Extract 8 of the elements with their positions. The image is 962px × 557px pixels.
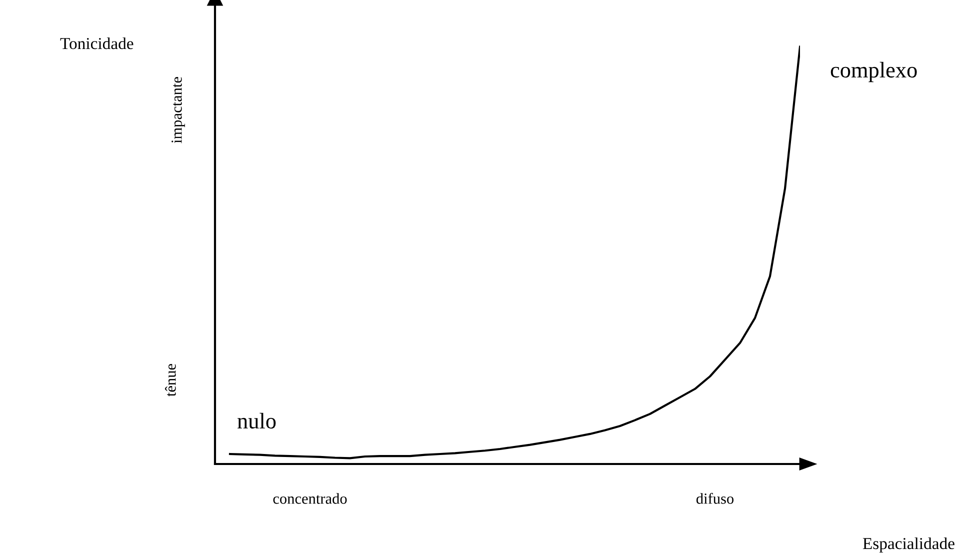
text: impactante: [172, 77, 185, 144]
text: Espacialidade: [862, 537, 954, 553]
text: complexo: [830, 62, 917, 82]
text: Tonicidade: [60, 37, 134, 50]
annotation: nulo: [238, 412, 276, 429]
text: tênue: [165, 364, 176, 396]
text: concentrado: [273, 493, 347, 504]
text: difuso: [696, 492, 734, 504]
